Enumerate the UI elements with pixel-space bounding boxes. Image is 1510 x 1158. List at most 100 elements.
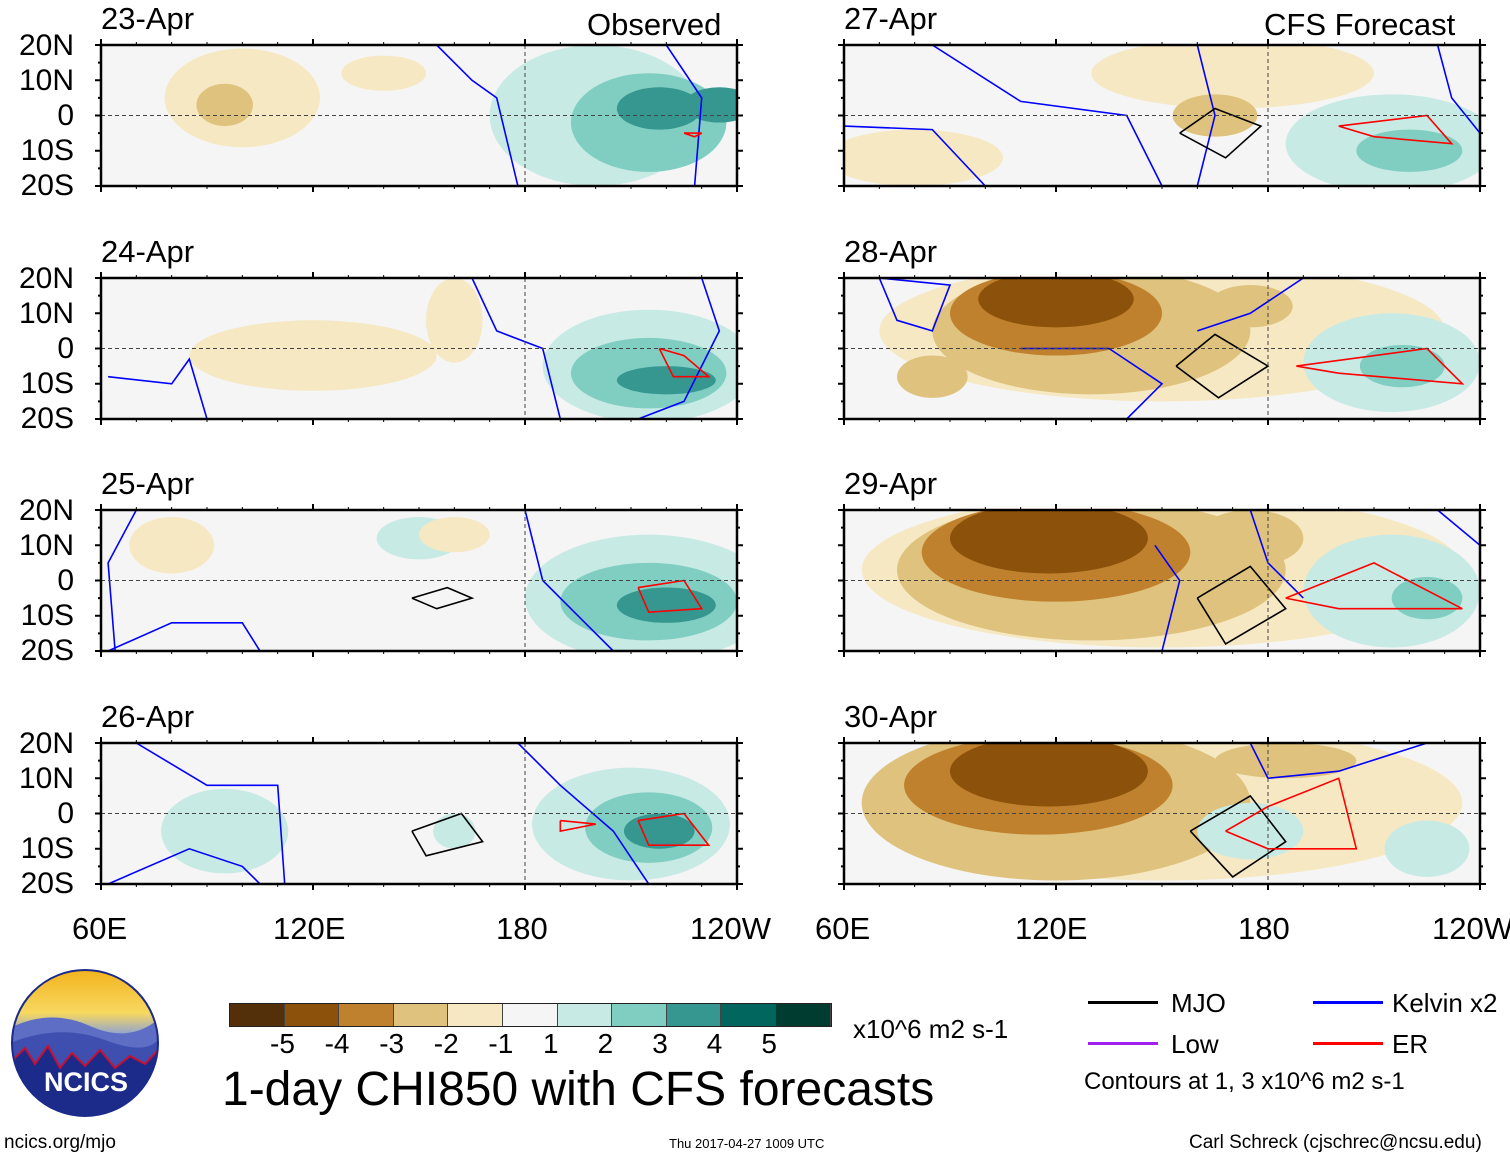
kelvin-contour xyxy=(135,743,286,884)
kelvin-contour xyxy=(844,125,986,186)
panel-date: 29-Apr xyxy=(844,466,938,501)
chi-anomaly-area xyxy=(1303,534,1480,648)
chi-anomaly-area xyxy=(1091,45,1374,109)
panel-date: 26-Apr xyxy=(101,699,195,734)
er-contour xyxy=(1338,114,1454,145)
footer-author: Carl Schreck (cjschrec@ncsu.edu) xyxy=(1189,1132,1482,1153)
chi-anomaly-area xyxy=(426,278,483,363)
mjo-contour xyxy=(1175,333,1270,399)
colorbar-swatch xyxy=(721,1004,776,1026)
colorbar-label: 5 xyxy=(761,1028,777,1059)
panel-frame xyxy=(842,43,1482,188)
lat-label: 20S xyxy=(20,169,74,202)
panel-frame xyxy=(842,508,1482,653)
legend-label-er: ER xyxy=(1392,1029,1429,1059)
footer-url[interactable]: ncics.org/mjo xyxy=(4,1132,116,1153)
colorbar-swatch xyxy=(284,1004,340,1026)
chi-anomaly-area xyxy=(1197,802,1304,860)
kelvin-contour xyxy=(1249,743,1428,780)
colorbar-units: x10^6 m2 s-1 xyxy=(853,1014,1009,1044)
lat-label: 20S xyxy=(20,402,74,435)
colorbar-swatch xyxy=(502,1004,558,1026)
panel-frame xyxy=(99,741,739,886)
mjo-contour xyxy=(411,586,475,610)
figure-title: 1-day CHI850 with CFS forecasts xyxy=(222,1063,935,1116)
kelvin-contour xyxy=(436,45,519,186)
colorbar-label: 2 xyxy=(597,1028,614,1059)
panel-date: 27-Apr xyxy=(844,1,938,36)
lon-label: 120E xyxy=(1015,911,1088,946)
logo-text: NCICS xyxy=(44,1067,128,1097)
kelvin-contour xyxy=(665,45,703,186)
lat-label: 10S xyxy=(20,599,74,632)
lat-label: 10N xyxy=(18,64,74,97)
colorbar-label: -3 xyxy=(379,1028,405,1059)
chi-anomaly-area xyxy=(1356,129,1463,172)
map-svg xyxy=(838,737,1486,890)
map-svg xyxy=(838,39,1486,192)
colorbar-label: -4 xyxy=(324,1028,350,1059)
map-panel xyxy=(95,737,743,890)
map-panel xyxy=(95,504,743,657)
lat-label: 20N xyxy=(18,262,74,295)
chi-anomaly-area xyxy=(1207,285,1293,328)
colorbar-swatch xyxy=(775,1004,831,1026)
colorbar-swatch xyxy=(448,1004,503,1026)
colorbar-label: -5 xyxy=(270,1028,295,1059)
chi-anomaly-area xyxy=(616,87,702,130)
lat-label: 10N xyxy=(18,529,74,562)
legend-line-kelvin xyxy=(1313,1001,1383,1004)
panel-frame xyxy=(99,43,739,188)
lat-label: 10S xyxy=(20,832,74,865)
kelvin-contour xyxy=(1436,45,1480,134)
lat-label: 0 xyxy=(57,99,74,132)
shading xyxy=(101,510,737,651)
lat-label: 20N xyxy=(18,727,74,760)
chi-anomaly-area xyxy=(196,83,253,127)
map-panel xyxy=(95,39,743,192)
shading xyxy=(844,743,1480,884)
mjo-contour xyxy=(1189,794,1287,878)
colorbar-swatch xyxy=(666,1004,722,1026)
mjo-contour xyxy=(411,812,484,857)
observed-label: Observed xyxy=(587,7,722,42)
panel-frame xyxy=(842,276,1482,421)
lon-label: 180 xyxy=(496,911,548,946)
chi-anomaly-area xyxy=(897,355,968,398)
map-svg xyxy=(838,504,1486,657)
map-panel xyxy=(838,737,1486,890)
kelvin-contour xyxy=(878,278,952,332)
lat-label: 20S xyxy=(20,634,74,667)
map-svg xyxy=(95,504,743,657)
kelvin-contour xyxy=(1154,544,1181,651)
map-svg xyxy=(95,39,743,192)
kelvin-contour xyxy=(471,278,562,419)
er-contour xyxy=(1285,562,1463,610)
chi-anomaly-area xyxy=(616,587,716,623)
er-contour xyxy=(683,132,703,138)
kelvin-contour xyxy=(637,278,721,419)
kelvin-contour xyxy=(1197,278,1304,332)
chi-anomaly-area xyxy=(1384,820,1470,877)
chi-anomaly-area xyxy=(978,278,1134,328)
kelvin-contour xyxy=(1437,510,1480,546)
chi-anomaly-area xyxy=(844,129,1003,186)
map-panel xyxy=(838,504,1486,657)
map-svg xyxy=(95,272,743,425)
chi-anomaly-area xyxy=(684,87,737,123)
panel-frame xyxy=(842,741,1482,886)
chi-anomaly-area xyxy=(950,510,1148,574)
shading xyxy=(101,45,737,186)
shading xyxy=(844,510,1480,651)
er-contour xyxy=(637,812,711,846)
colorbar-swatch xyxy=(230,1004,285,1026)
er-contour xyxy=(1225,777,1358,850)
colorbar-label: 1 xyxy=(543,1028,559,1059)
legend-label-mjo: MJO xyxy=(1171,988,1226,1018)
kelvin-contour xyxy=(107,622,261,651)
lon-label: 60E xyxy=(815,911,871,946)
kelvin-contour xyxy=(517,743,650,884)
mjo-contour xyxy=(1179,107,1263,159)
chi-anomaly-area xyxy=(1197,510,1304,567)
